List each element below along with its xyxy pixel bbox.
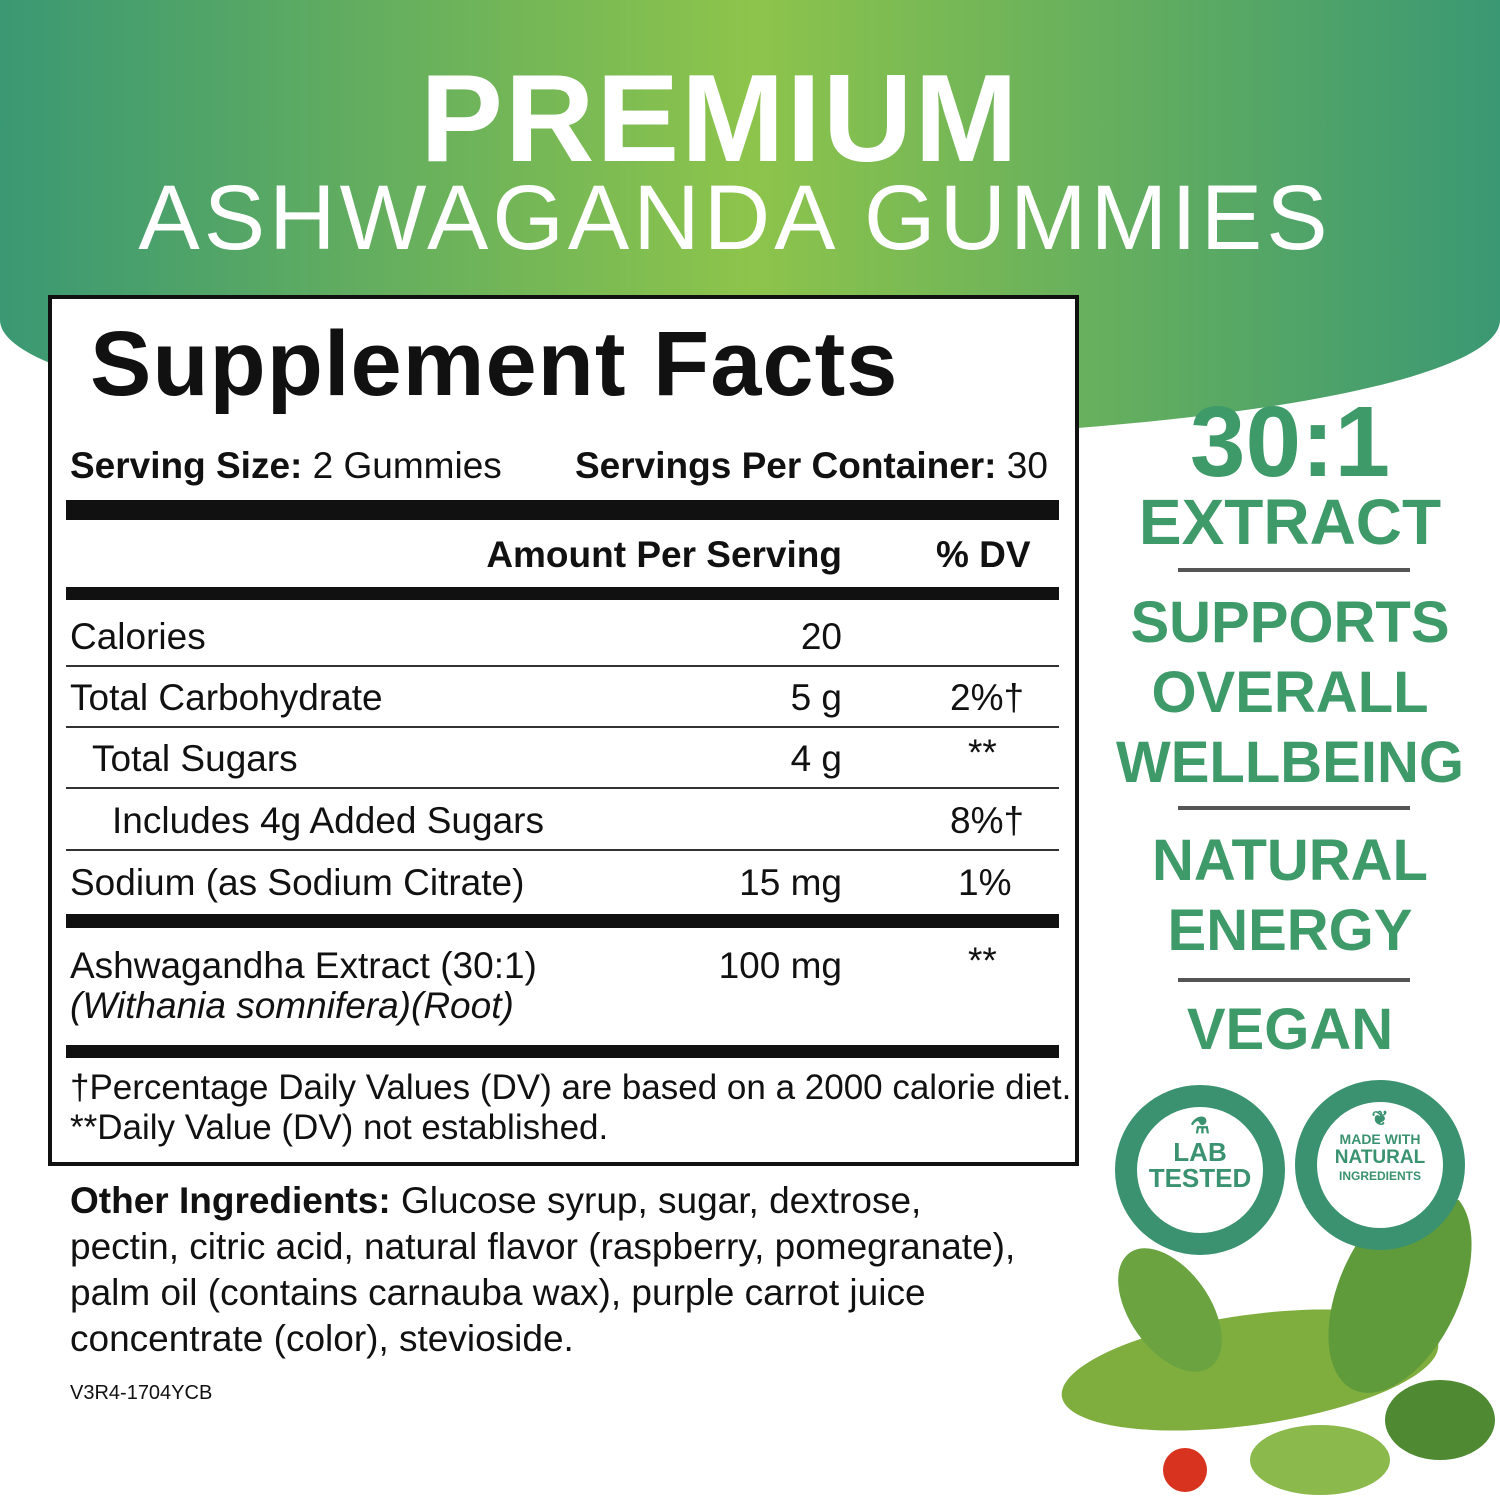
- nutrient-name: Sodium (as Sodium Citrate): [70, 862, 525, 903]
- divider: [66, 914, 1059, 928]
- claim-line: WELLBEING: [1116, 730, 1464, 795]
- other-ingredients-label: Other Ingredients:: [70, 1180, 391, 1221]
- ingredients-line: concentrate (color), stevioside.: [70, 1318, 574, 1359]
- divider: [66, 849, 1059, 851]
- supplement-facts-panel: [48, 295, 1079, 1166]
- badge-text: INGREDIENTS: [1338, 1169, 1421, 1183]
- nutrient-name: Total Carbohydrate: [70, 677, 383, 718]
- divider: [66, 500, 1059, 520]
- ashwagandha-plant-image: [1061, 1200, 1495, 1495]
- nutrient-name: Ashwagandha Extract (30:1): [70, 945, 537, 986]
- divider: [1178, 568, 1410, 572]
- divider: [66, 665, 1059, 667]
- header-title: PREMIUM: [420, 50, 1020, 188]
- footnote-dv: †Percentage Daily Values (DV) are based …: [70, 1068, 1072, 1107]
- nutrient-amount: 100 mg: [718, 945, 842, 986]
- serving-size-label: Serving Size:: [70, 445, 303, 486]
- col-amount: Amount Per Serving: [486, 534, 842, 575]
- nutrient-source: (Withania somnifera)(Root): [70, 985, 514, 1026]
- ingredients-line: Glucose syrup, sugar, dextrose,: [390, 1180, 922, 1221]
- flask-icon: ⚗: [1190, 1113, 1210, 1138]
- berry: [1163, 1448, 1207, 1492]
- nutrient-dv: 1%: [958, 862, 1012, 903]
- nutrient-dv: 2%†: [950, 677, 1025, 718]
- natural-ingredients-badge: ❦ MADE WITH NATURAL INGREDIENTS: [1295, 1080, 1465, 1250]
- nutrient-dv: **: [968, 940, 997, 981]
- nutrient-amount: 15 mg: [739, 862, 842, 903]
- divider: [1178, 806, 1410, 810]
- nutrient-dv: 8%†: [950, 800, 1025, 841]
- claim-line: ENERGY: [1167, 898, 1413, 963]
- servings-label: Servings Per Container:: [575, 445, 997, 486]
- version-code: V3R4-1704YCB: [70, 1382, 213, 1404]
- nutrient-dv: **: [968, 732, 997, 773]
- divider: [1178, 978, 1410, 982]
- divider: [66, 1045, 1059, 1058]
- claim-extract: EXTRACT: [1138, 486, 1442, 558]
- leaf: [1118, 1248, 1222, 1372]
- divider: [66, 787, 1059, 789]
- badge-text: LAB: [1173, 1137, 1227, 1167]
- lab-tested-badge: ⚗ LAB TESTED: [1115, 1085, 1285, 1255]
- leaf-icon: ❦: [1371, 1108, 1389, 1130]
- badge-text: NATURAL: [1334, 1147, 1426, 1168]
- facts-title: Supplement Facts: [90, 313, 899, 415]
- col-dv: % DV: [936, 534, 1031, 575]
- badge-text: MADE WITH: [1339, 1131, 1421, 1147]
- nutrient-amount: 5 g: [790, 677, 842, 718]
- other-ingredients: Other Ingredients: Glucose syrup, sugar,…: [70, 1178, 1070, 1362]
- servings-value: 30: [1006, 445, 1048, 486]
- claim-line: SUPPORTS: [1130, 590, 1450, 655]
- claim-wellbeing: SUPPORTS OVERALL WELLBEING: [1100, 588, 1480, 798]
- claim-line: OVERALL: [1151, 660, 1429, 725]
- leaf: [1385, 1380, 1495, 1460]
- nutrient-name: Includes 4g Added Sugars: [112, 800, 544, 841]
- badge-text: TESTED: [1148, 1163, 1252, 1193]
- claim-ratio: 30:1: [1189, 386, 1391, 498]
- claim-vegan: VEGAN: [1186, 997, 1394, 1062]
- claim-energy: NATURAL ENERGY: [1100, 826, 1480, 966]
- divider: [66, 726, 1059, 728]
- leaf: [1250, 1425, 1390, 1495]
- footnote-not-established: **Daily Value (DV) not established.: [70, 1108, 609, 1147]
- nutrient-amount: 20: [800, 616, 842, 657]
- nutrient-amount: 4 g: [790, 738, 842, 779]
- nutrient-name: Total Sugars: [92, 738, 298, 779]
- serving-size: 2 Gummies: [312, 445, 502, 486]
- claim-line: NATURAL: [1152, 828, 1428, 893]
- ingredients-line: pectin, citric acid, natural flavor (ras…: [70, 1226, 1016, 1267]
- ingredients-line: palm oil (contains carnauba wax), purple…: [70, 1272, 926, 1313]
- divider: [66, 587, 1059, 600]
- nutrient-name: Calories: [70, 616, 206, 657]
- header-subtitle: ASHWAGANDA GUMMIES: [138, 167, 1332, 269]
